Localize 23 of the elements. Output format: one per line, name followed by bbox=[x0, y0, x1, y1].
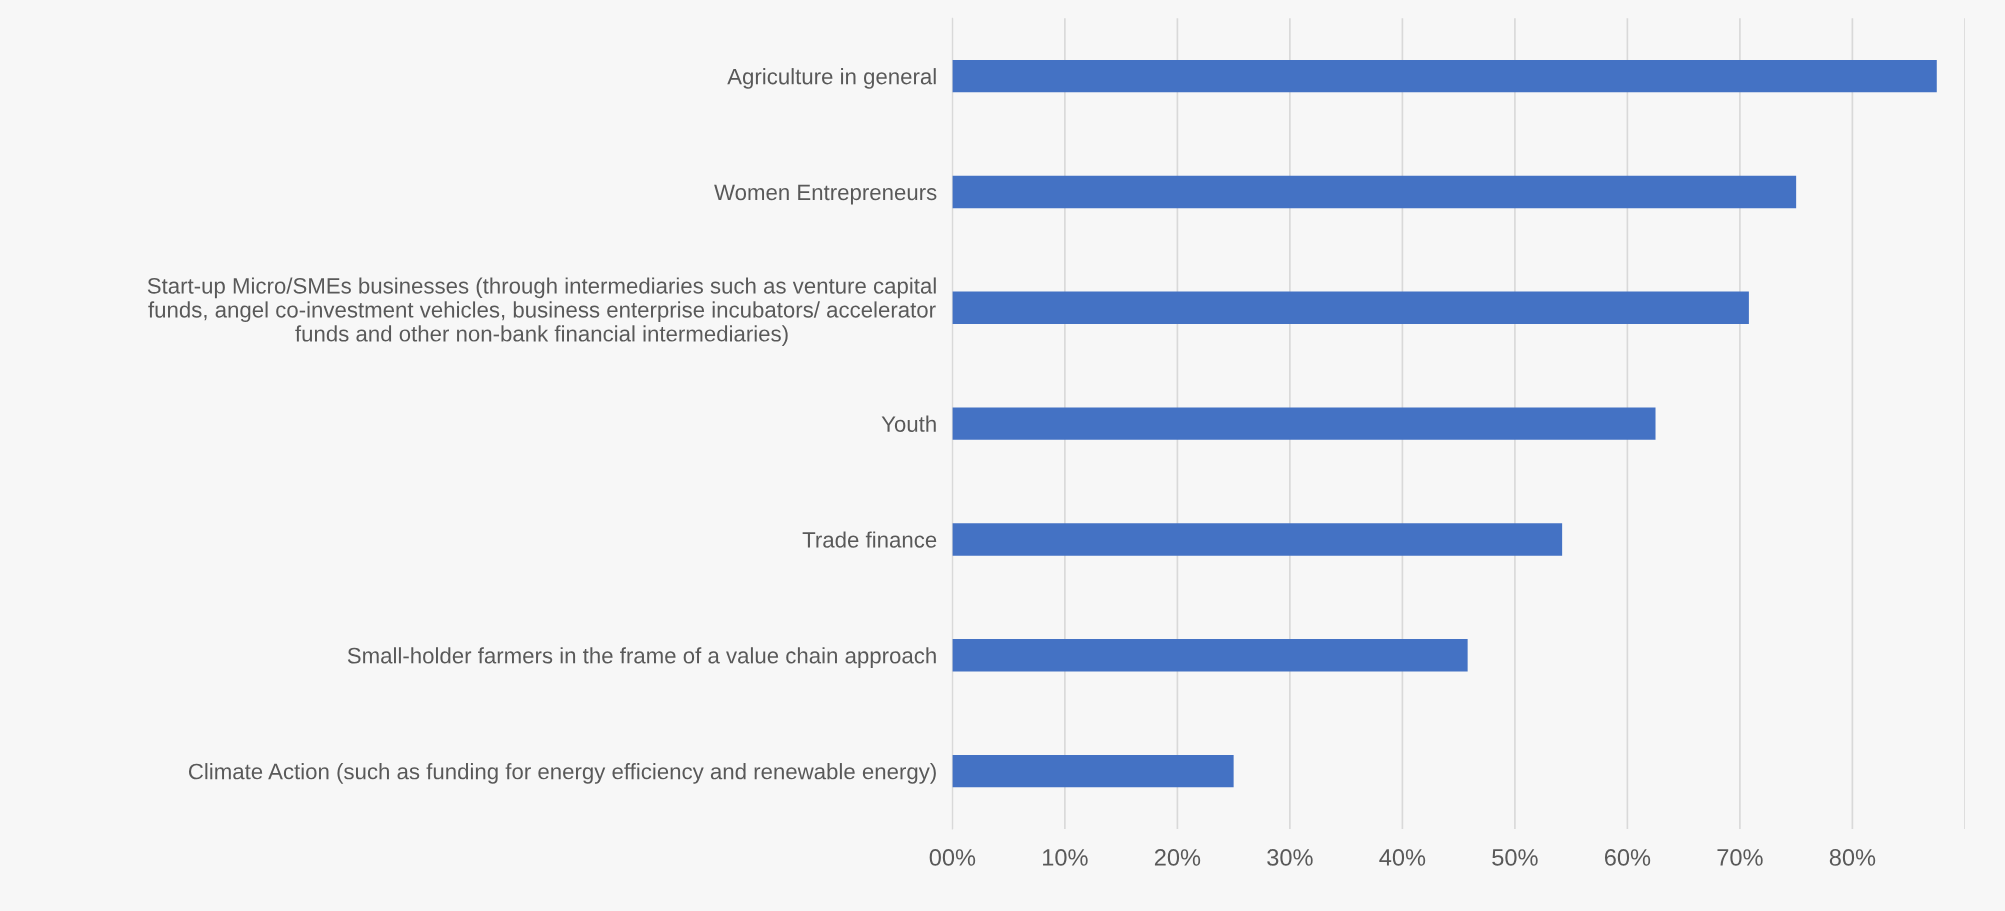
x-tick-label: 80% bbox=[1829, 849, 1876, 866]
x-tick-label: 60% bbox=[1604, 849, 1651, 866]
x-tick-label: 30% bbox=[1267, 849, 1313, 866]
bar bbox=[952, 639, 1468, 672]
x-tick-label: 10% bbox=[1043, 849, 1088, 866]
bar bbox=[952, 523, 1563, 556]
bar bbox=[952, 754, 1234, 788]
bar bbox=[952, 59, 1937, 93]
x-tick-label: 20% bbox=[1154, 849, 1201, 866]
y-tick-label: Trade finance bbox=[802, 531, 937, 548]
x-tick-label: 70% bbox=[1717, 849, 1763, 866]
x-tick-label: 50% bbox=[1492, 849, 1538, 866]
x-tick-label: 00% bbox=[929, 849, 976, 866]
bar bbox=[952, 407, 1656, 440]
y-tick-label: Women Entrepreneurs bbox=[714, 184, 937, 205]
y-tick-label: Agriculture in general bbox=[727, 68, 936, 89]
y-tick-label: Youth bbox=[881, 415, 936, 432]
y-tick-label: Climate Action (such as funding for energy efficiency and renewable energy) bbox=[188, 763, 936, 784]
y-tick-label: Start-up Micro/SMEs businesses (through intermediaries such as venture capital funds, angel co-investment vehicles, business enterprise incubators/ accelerator funds and other non-bank financial intermediaries) bbox=[147, 277, 936, 346]
x-tick-label: 40% bbox=[1379, 849, 1426, 866]
y-tick-label: Small-holder farmers in the frame of a value chain approach bbox=[347, 647, 936, 668]
bar bbox=[952, 175, 1797, 209]
bar bbox=[952, 291, 1749, 324]
